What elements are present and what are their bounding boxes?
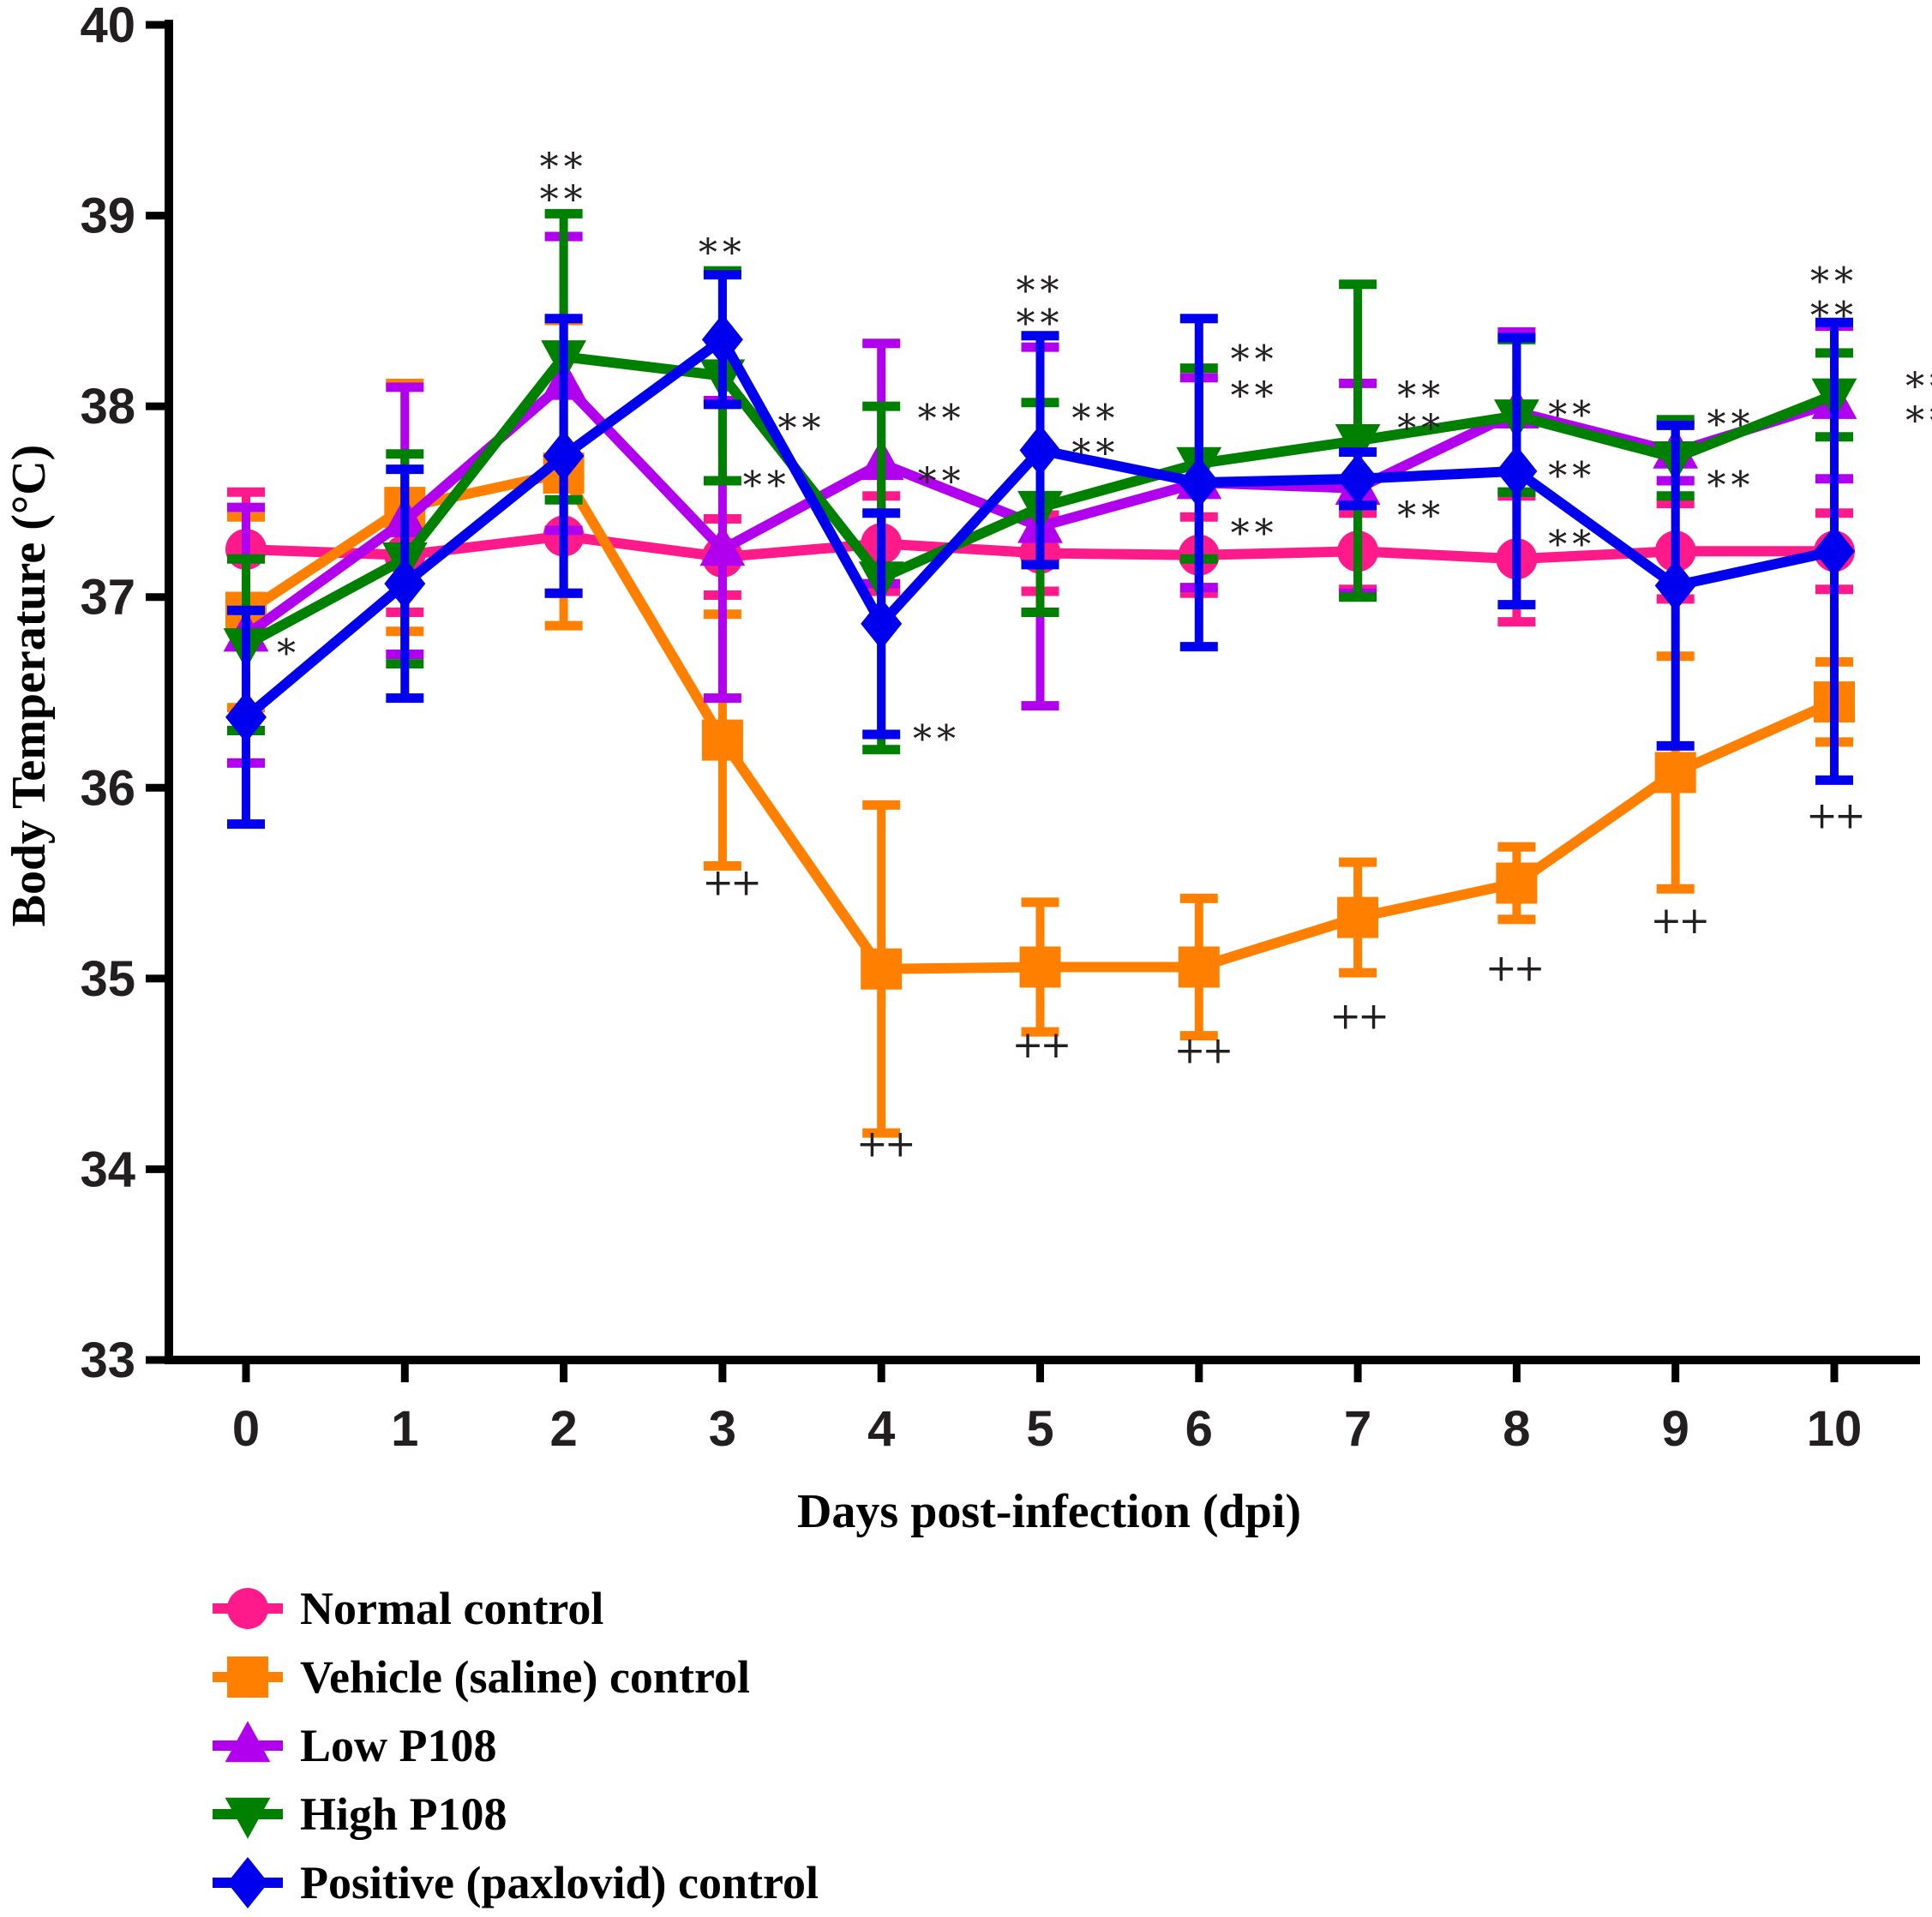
legend-item: Positive (paxlovid) control xyxy=(213,1857,819,1908)
significance-annotation: ** xyxy=(1231,512,1279,555)
y-tick-label: 35 xyxy=(80,951,135,1007)
significance-annotation: ++ xyxy=(1651,899,1707,943)
legend-label: Vehicle (saline) control xyxy=(300,1651,750,1703)
significance-annotation: ** xyxy=(699,231,747,275)
significance-annotation: ** xyxy=(1397,374,1445,418)
x-tick-label: 8 xyxy=(1503,1401,1530,1457)
diamond-marker xyxy=(1337,452,1379,505)
legend-label: Positive (paxlovid) control xyxy=(300,1857,819,1908)
legend-item: Vehicle (saline) control xyxy=(213,1651,750,1703)
diamond-marker xyxy=(384,558,426,610)
diamond-marker xyxy=(1019,424,1061,476)
significance-annotation: ** xyxy=(1231,338,1279,382)
y-tick-label: 36 xyxy=(80,760,135,816)
significance-annotation: ++ xyxy=(1806,794,1863,838)
significance-annotation: ** xyxy=(913,718,961,762)
significance-annotation: ** xyxy=(1548,524,1596,567)
legend-label: Normal control xyxy=(300,1583,603,1634)
square-marker xyxy=(861,948,903,990)
significance-annotation: ** xyxy=(1810,295,1858,338)
significance-annotation: ** xyxy=(778,407,826,451)
diamond-marker xyxy=(1814,525,1855,578)
y-tick-label: 39 xyxy=(80,189,135,244)
diamond-marker xyxy=(543,430,585,482)
significance-annotation: ++ xyxy=(1329,994,1386,1038)
significance-annotation: ** xyxy=(1548,454,1596,498)
triangle-down-marker xyxy=(1335,424,1381,466)
x-tick-label: 6 xyxy=(1185,1401,1213,1457)
significance-annotation: ** xyxy=(1397,407,1445,451)
diamond-marker xyxy=(1178,457,1220,509)
diamond-marker xyxy=(225,691,267,743)
series-positive-paxlovid-control xyxy=(225,270,1855,830)
significance-annotation: ** xyxy=(1548,393,1596,437)
significance-annotation: ++ xyxy=(1485,947,1542,991)
significance-annotation: ** xyxy=(918,398,966,441)
circle-marker xyxy=(227,1588,268,1629)
triangle-up-marker xyxy=(699,524,746,566)
significance-annotation: ** xyxy=(540,146,588,189)
y-tick-label: 33 xyxy=(80,1333,135,1388)
diamond-marker xyxy=(701,314,743,366)
significance-annotation: ++ xyxy=(702,861,759,905)
square-marker xyxy=(1019,946,1061,988)
significance-annotation: ** xyxy=(1397,494,1445,538)
significance-annotation: ** xyxy=(1905,399,1932,443)
significance-annotation: ** xyxy=(1707,464,1755,508)
square-marker xyxy=(1337,896,1379,938)
square-marker xyxy=(1496,862,1538,904)
y-tick-label: 34 xyxy=(80,1141,135,1197)
x-tick-label: 1 xyxy=(391,1401,418,1457)
significance-annotation: ** xyxy=(1905,365,1932,409)
y-tick-label: 40 xyxy=(80,0,135,53)
legend-item: Low P108 xyxy=(213,1720,497,1771)
significance-annotation: ++ xyxy=(1012,1023,1069,1067)
square-marker xyxy=(227,1656,268,1698)
y-axis-title: Body Temperature (°C) xyxy=(3,445,56,927)
x-tick-label: 5 xyxy=(1026,1401,1053,1457)
x-tick-label: 9 xyxy=(1662,1401,1689,1457)
significance-annotation: ** xyxy=(1707,403,1755,446)
significance-annotation: ** xyxy=(1017,270,1065,314)
x-axis-title: Days post-infection (dpi) xyxy=(797,1485,1301,1538)
triangle-up-marker xyxy=(225,1721,271,1763)
legend-label: Low P108 xyxy=(300,1720,497,1771)
significance-annotation: ** xyxy=(1017,302,1065,345)
y-tick-label: 37 xyxy=(80,570,135,626)
x-tick-label: 10 xyxy=(1807,1401,1863,1457)
square-marker xyxy=(701,719,743,761)
diamond-marker xyxy=(1654,560,1696,612)
x-tick-label: 3 xyxy=(709,1401,736,1457)
y-tick-label: 38 xyxy=(80,379,135,434)
diamond-marker xyxy=(227,1857,268,1908)
legend-label: High P108 xyxy=(300,1788,507,1840)
significance-annotation: ** xyxy=(1071,432,1119,476)
significance-annotation: ** xyxy=(918,460,966,504)
triangle-down-marker xyxy=(225,1797,271,1839)
square-marker xyxy=(1178,946,1220,988)
significance-annotation: ** xyxy=(1810,260,1858,303)
significance-annotation: * xyxy=(277,632,301,675)
significance-annotation: ** xyxy=(743,464,791,508)
diamond-marker xyxy=(861,597,903,650)
significance-annotation: ++ xyxy=(856,1122,913,1165)
significance-annotation: ++ xyxy=(1174,1028,1231,1072)
diamond-marker xyxy=(1496,445,1538,497)
significance-annotation: ** xyxy=(1231,374,1279,418)
legend-item: High P108 xyxy=(213,1788,507,1840)
significance-annotation: ** xyxy=(1071,398,1119,441)
significance-annotation: ** xyxy=(540,178,588,222)
legend-item: Normal control xyxy=(213,1583,603,1634)
x-tick-label: 0 xyxy=(232,1401,260,1457)
x-tick-label: 4 xyxy=(867,1401,895,1457)
x-tick-label: 2 xyxy=(549,1401,577,1457)
square-marker xyxy=(1654,752,1696,794)
x-tick-label: 7 xyxy=(1344,1401,1371,1457)
